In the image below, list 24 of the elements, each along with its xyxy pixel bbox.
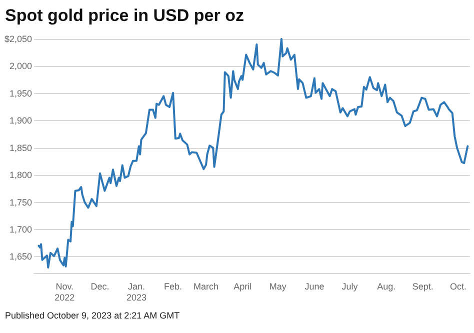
x-tick-label: Feb. (164, 282, 182, 292)
x-tick-label: Jan. 2023 (126, 282, 147, 302)
x-tick-label: July (342, 282, 358, 292)
x-tick-label: Oct. (450, 282, 466, 292)
y-tick-label: 1,850 (9, 142, 32, 153)
y-tick-label: $2,050 (4, 34, 32, 44)
x-tick-label: June (304, 282, 324, 292)
text: Published October 9, 2023 at 2:21 AM GMT (5, 310, 180, 320)
x-tick-label: Dec. (90, 282, 110, 292)
x-tick-label: Sept. (412, 282, 434, 292)
line-series (38, 38, 469, 269)
y-tick-label: 1,900 (9, 116, 32, 126)
x-tick-label: Aug. (377, 282, 396, 292)
x-tick-label: May (269, 282, 287, 292)
y-tick-label: 1,700 (9, 224, 32, 234)
y-tick-label: 1,800 (9, 170, 32, 180)
x-tick-label: Nov. 2022 (54, 282, 75, 302)
y-tick-label: 1,650 (9, 252, 32, 262)
x-tick-label: April (234, 282, 252, 292)
y-tick-label: 2,000 (9, 61, 32, 72)
y-tick-label: 1,750 (9, 197, 32, 208)
x-tick-label: March (194, 282, 219, 292)
chart-title: Spot gold price in USD per oz (5, 6, 244, 25)
y-tick-label: 1,950 (9, 88, 32, 98)
